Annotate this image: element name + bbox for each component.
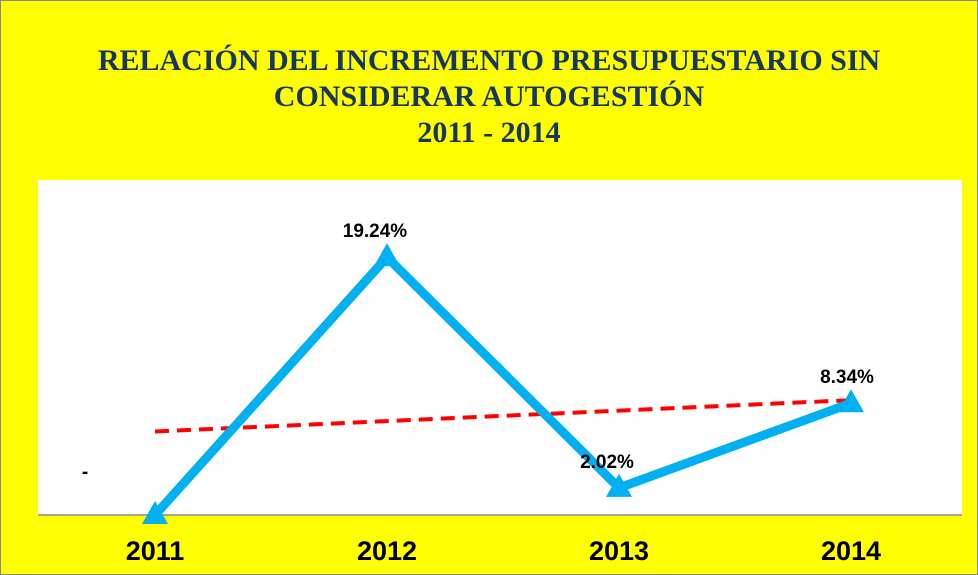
- x-tick-label: 2011: [126, 536, 185, 566]
- data-label: 2.02%: [580, 452, 634, 473]
- marker: [606, 473, 632, 497]
- x-tick-label: 2014: [821, 536, 881, 566]
- trendline: [154, 398, 852, 434]
- marker: [838, 389, 864, 413]
- data-label: -: [82, 462, 88, 483]
- marker: [374, 243, 400, 267]
- chart-title: RELACIÓN DEL INCREMENTO PRESUPUESTARIO S…: [98, 44, 881, 77]
- data-label: 8.34%: [820, 367, 874, 388]
- chart-title: 2011 - 2014: [417, 116, 560, 149]
- plot-area: [38, 180, 962, 515]
- x-tick-label: 2012: [357, 536, 417, 566]
- line: [151, 250, 853, 519]
- x-tick-label: 2013: [589, 536, 649, 566]
- chart-title: CONSIDERAR AUTOGESTIÓN: [274, 80, 705, 113]
- data-label: 19.24%: [343, 221, 408, 242]
- marker: [142, 501, 168, 524]
